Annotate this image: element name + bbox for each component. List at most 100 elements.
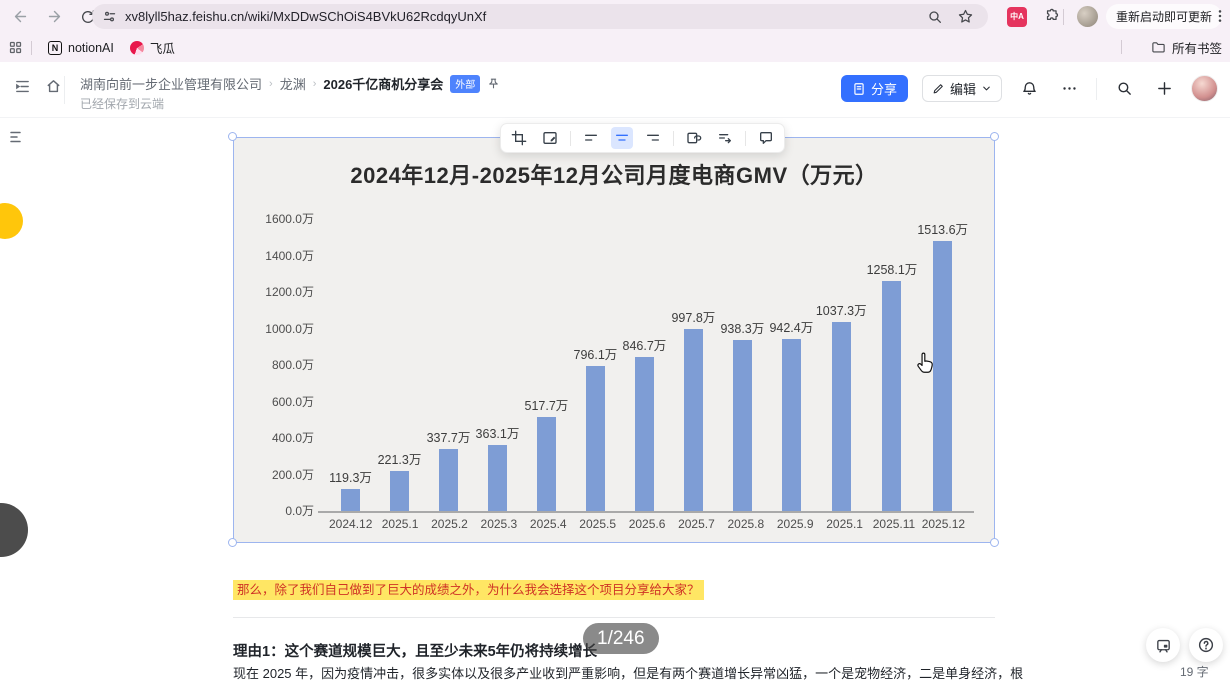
external-badge: 外部: [450, 74, 481, 93]
more-options-icon[interactable]: [1056, 76, 1082, 102]
bar-value-label: 517.7万: [524, 398, 569, 413]
align-left-icon[interactable]: [580, 127, 602, 149]
resize-handle-bottom-left[interactable]: [228, 538, 237, 547]
search-icon[interactable]: [1111, 76, 1137, 102]
resize-handle-top-left[interactable]: [228, 132, 237, 141]
bar: [389, 470, 409, 511]
chevron-right-icon: ›: [312, 77, 317, 90]
crop-icon[interactable]: [508, 127, 530, 149]
floating-bubble-dark[interactable]: [0, 503, 28, 557]
browser-menu-icon[interactable]: [1212, 7, 1228, 25]
browser-profile-avatar[interactable]: [1077, 6, 1098, 27]
share-button[interactable]: 分享: [840, 75, 908, 102]
highlight-text: 那么，除了我们自己做到了巨大的成绩之外，为什么我会选择这个项目分享给大家？: [233, 580, 704, 600]
bar-value-label: 796.1万: [573, 347, 618, 362]
x-axis-labels: 2024.12 2025.1 2025.2 2025.3 2025.4 2025.5 202…: [326, 517, 968, 531]
edit-button[interactable]: 编辑: [921, 75, 1002, 102]
feigua-icon: [129, 40, 144, 55]
bar: [536, 416, 556, 511]
extensions-puzzle-icon[interactable]: [1038, 2, 1066, 30]
comment-icon[interactable]: [755, 127, 777, 149]
bar-value-label: 997.8万: [671, 310, 716, 325]
y-tick-label: 400.0万: [271, 431, 314, 445]
pin-icon[interactable]: [487, 77, 500, 90]
breadcrumb-company[interactable]: 湖南向前一步企业管理有限公司: [80, 77, 263, 92]
highlighted-paragraph[interactable]: 那么，除了我们自己做到了巨大的成绩之外，为什么我会选择这个项目分享给大家？: [233, 580, 704, 600]
relaunch-update-button[interactable]: 重新启动即可更新: [1106, 4, 1223, 29]
bookmark-notionai[interactable]: N notionAI: [40, 40, 122, 55]
bar-column: 363.1万: [473, 219, 522, 511]
save-status: 已经保存到云端: [80, 97, 165, 111]
page-indicator-badge: 1/246: [583, 623, 659, 654]
feedback-widget-button[interactable]: [1146, 628, 1180, 662]
toolbar-separator: [673, 130, 674, 146]
bar-value-label: 846.7万: [622, 338, 667, 353]
wiki-tree-icon[interactable]: [14, 78, 31, 95]
all-bookmarks-label: 所有书签: [1171, 42, 1222, 56]
edit-label: 编辑: [949, 82, 976, 97]
bar-value-label: 942.4万: [769, 321, 814, 335]
bookmarks-separator: [31, 40, 32, 55]
bar-value-label: 1037.3万: [815, 303, 867, 318]
forward-icon[interactable]: [40, 3, 68, 31]
apps-grid-icon[interactable]: [8, 40, 23, 55]
x-tick-label: 2024.12: [329, 517, 373, 531]
bar-column: 796.1万: [571, 219, 620, 511]
breadcrumb: 湖南向前一步企业管理有限公司 › 龙渊 › 2026千亿商机分享会 外部: [80, 74, 500, 93]
x-tick-label: 2025.8: [727, 517, 765, 531]
doc-outline-icon[interactable]: [8, 128, 26, 146]
x-tick-label: 2025.5: [579, 517, 616, 531]
user-avatar[interactable]: [1191, 75, 1218, 102]
bar-value-label: 363.1万: [475, 426, 520, 441]
bookmark-feigua[interactable]: 飞瓜: [122, 38, 183, 57]
share-label: 分享: [870, 82, 897, 97]
browser-toolbar: xv8lyll5haz.feishu.cn/wiki/MxDDwSChOiS4B…: [0, 0, 1230, 33]
bookmark-label: notionAI: [68, 40, 114, 55]
notifications-bell-icon[interactable]: [1016, 76, 1042, 102]
align-right-icon[interactable]: [642, 127, 664, 149]
translate-extension-icon[interactable]: 中A: [1007, 7, 1027, 27]
x-tick-label: 2025.11: [872, 517, 916, 531]
site-settings-icon[interactable]: [102, 9, 117, 24]
back-icon[interactable]: [6, 3, 34, 31]
help-button[interactable]: [1189, 628, 1223, 662]
y-tick-label: 1200.0万: [265, 285, 314, 299]
bookmark-label: 飞瓜: [149, 42, 175, 56]
bar-column: 846.7万: [620, 219, 669, 511]
bar: [683, 328, 703, 511]
floating-bubble-yellow[interactable]: [0, 203, 23, 239]
breadcrumb-doc-title[interactable]: 2026千亿商机分享会: [323, 77, 444, 92]
x-tick-label: 2025.6: [628, 517, 666, 531]
bar-column: 997.8万: [669, 219, 718, 511]
chart-image[interactable]: 2024年12月-2025年12月公司月度电商GMV（万元） 1600.0万 14…: [233, 137, 995, 543]
align-center-icon[interactable]: [611, 127, 633, 149]
toolbar-separator: [570, 130, 571, 146]
bar: [634, 356, 654, 511]
resize-handle-bottom-right[interactable]: [990, 538, 999, 547]
convert-export-icon[interactable]: [714, 127, 736, 149]
x-tick-label: 2025.4: [529, 517, 567, 531]
bookmark-star-icon[interactable]: [957, 8, 974, 25]
x-tick-label: 2025.2: [431, 517, 468, 531]
home-icon[interactable]: [45, 78, 62, 95]
bar-column: 221.3万: [375, 219, 424, 511]
address-bar[interactable]: xv8lyll5haz.feishu.cn/wiki/MxDDwSChOiS4B…: [92, 4, 988, 29]
create-new-icon[interactable]: [1151, 76, 1177, 102]
question-icon: [1198, 637, 1214, 653]
copy-link-icon[interactable]: [683, 127, 705, 149]
zoom-icon[interactable]: [927, 9, 943, 25]
all-bookmarks-button[interactable]: 所有书签: [1151, 33, 1222, 62]
content-divider: [233, 617, 995, 618]
resize-handle-top-right[interactable]: [990, 132, 999, 141]
reason-heading[interactable]: 理由1：这个赛道规模巨大，且至少未来5年仍将持续增长: [233, 644, 598, 660]
x-tick-label: 2025.9: [776, 517, 814, 531]
body-paragraph[interactable]: 现在 2025 年，因为疫情冲击，很多实体以及很多产业收到严重影响，但是有两个赛…: [233, 666, 1023, 680]
caption-icon[interactable]: [539, 127, 561, 149]
word-count: 19 字: [1180, 665, 1209, 679]
bar-column: 337.7万: [424, 219, 473, 511]
bar-value-label: 938.3万: [720, 321, 765, 336]
toolbar-separator: [1063, 9, 1064, 25]
y-tick-label: 600.0万: [271, 394, 314, 409]
url-text[interactable]: xv8lyll5haz.feishu.cn/wiki/MxDDwSChOiS4B…: [125, 9, 487, 24]
breadcrumb-space[interactable]: 龙渊: [279, 77, 306, 92]
